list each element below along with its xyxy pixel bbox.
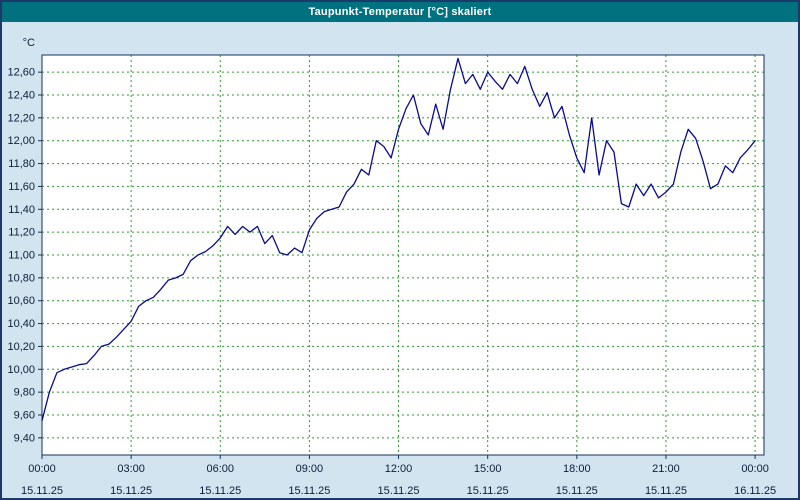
x-tick-label: 12:00: [385, 463, 413, 475]
y-tick-label: 10,00: [7, 364, 35, 376]
x-tick-label: 03:00: [117, 463, 145, 475]
y-tick-label: 9,40: [14, 432, 35, 444]
x-date-label: 15.11.25: [556, 485, 598, 497]
series-line: [41, 57, 756, 422]
chart-area: 9,40 9,60 9,80 10,00 10,20 10,40 10,60 10,80 11,…: [2, 22, 798, 498]
x-tick-label: 21:00: [652, 463, 680, 475]
y-tick-label: 12,20: [7, 112, 35, 124]
y-tick-label: 9,60: [14, 410, 35, 422]
y-tick-label: 11,60: [8, 181, 35, 193]
chart-canvas: 9,40 9,60 9,80 10,00 10,20 10,40 10,60 10,80 11,…: [7, 37, 776, 497]
y-tick-label: 12,60: [7, 67, 35, 79]
x-tick-label: 15:00: [474, 463, 502, 475]
x-tick-label: 09:00: [296, 463, 324, 475]
x-tick-label: 00:00: [741, 463, 769, 475]
x-date-label: 15.11.25: [199, 485, 241, 497]
y-tick-label: 11,40: [8, 204, 35, 216]
y-unit-label: °C: [23, 37, 35, 49]
y-tick-label: 10,60: [7, 295, 35, 307]
x-tick-label: 00:00: [28, 463, 56, 475]
x-tick-label: 06:00: [207, 463, 235, 475]
x-tick-label: 18:00: [563, 463, 591, 475]
y-tick-label: 12,40: [7, 90, 35, 102]
x-date-label: 15.11.25: [378, 485, 420, 497]
y-tick-label: 11,00: [8, 250, 35, 262]
y-tick-label: 10,40: [7, 318, 35, 330]
window-title: Taupunkt-Temperatur [°C] skaliert: [308, 6, 492, 18]
x-date-label: 15.11.25: [467, 485, 509, 497]
y-tick-label: 10,80: [7, 272, 35, 284]
y-tick-label: 12,00: [7, 135, 35, 147]
x-date-label: 15.11.25: [645, 485, 687, 497]
y-tick-label: 11,80: [8, 158, 35, 170]
x-date-label: 16.11.25: [734, 485, 776, 497]
y-tick-label: 9,80: [14, 387, 35, 399]
x-date-label: 15.11.25: [288, 485, 330, 497]
title-bar: Taupunkt-Temperatur [°C] skaliert: [2, 2, 798, 22]
y-tick-label: 10,20: [7, 341, 35, 353]
y-tick-label: 11,20: [8, 227, 35, 239]
x-date-label: 15.11.25: [21, 485, 63, 497]
x-date-label: 15.11.25: [110, 485, 152, 497]
